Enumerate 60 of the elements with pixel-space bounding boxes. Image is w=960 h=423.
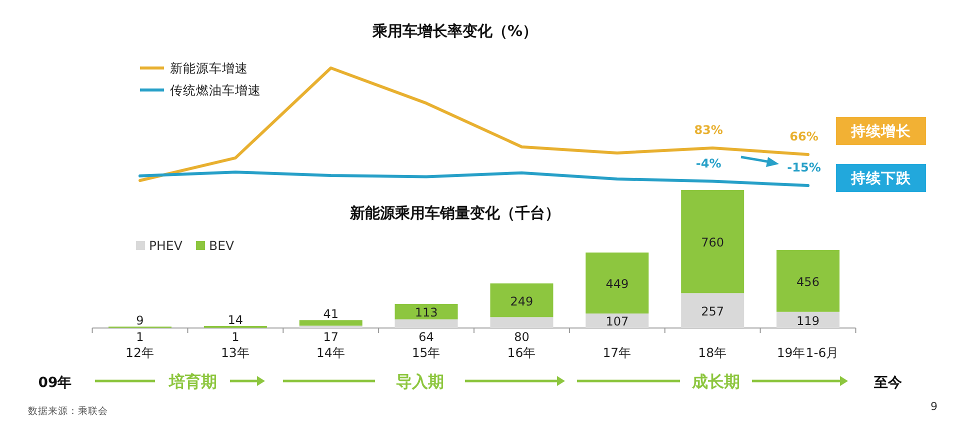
data-label: 80 xyxy=(514,330,530,344)
text: 成长期 xyxy=(691,372,740,391)
bar xyxy=(394,319,458,328)
legend-item: 新能源车增速 xyxy=(140,60,248,76)
data-label: -4% xyxy=(696,156,722,170)
bar xyxy=(681,293,744,328)
data-label: 249 xyxy=(510,294,534,308)
text: 09年 xyxy=(38,375,72,391)
x-tick-label: 18年 xyxy=(698,345,728,360)
bar xyxy=(776,250,840,312)
legend-item: 传统燃油车增速 xyxy=(140,82,261,98)
data-label: 119 xyxy=(796,314,820,328)
x-tick-label: 15年 xyxy=(412,345,441,360)
data-label: 760 xyxy=(701,236,724,250)
bar xyxy=(490,317,554,328)
legend-label: 传统燃油车增速 xyxy=(170,82,261,98)
data-label: 14 xyxy=(228,312,244,327)
data-label: -15% xyxy=(787,160,821,174)
text: 新能源乘用车销量变化（千台） xyxy=(349,204,560,222)
bar xyxy=(490,283,554,318)
data-label: 456 xyxy=(796,274,820,289)
legend-label: PHEV xyxy=(149,238,183,253)
annotation: 持续增长 xyxy=(850,123,912,140)
text: 至今 xyxy=(873,375,903,391)
data-label: 107 xyxy=(606,314,629,329)
x-tick-label: 16年 xyxy=(507,345,536,360)
bar xyxy=(681,190,744,294)
x-tick-label: 19年1-6月 xyxy=(776,345,840,360)
data-label: 41 xyxy=(323,307,338,322)
legend-label: BEV xyxy=(209,238,234,253)
bar xyxy=(776,312,840,328)
data-label: 64 xyxy=(418,330,434,344)
x-tick-label: 14年 xyxy=(316,345,346,360)
callout: 持续增长 xyxy=(836,117,926,145)
data-label: 449 xyxy=(606,277,629,292)
bar xyxy=(394,304,458,320)
data-label: 9 xyxy=(136,314,144,328)
x-tick-label: 17年 xyxy=(602,345,632,360)
text: 培育期 xyxy=(168,372,217,391)
source-note: 数据来源：乘联会 xyxy=(28,405,108,417)
legend-item: BEV xyxy=(196,238,234,253)
text: 9 xyxy=(930,400,938,413)
data-label: 257 xyxy=(701,304,724,319)
data-label: 83% xyxy=(694,122,723,137)
chart-title: 乘用车增长率变化（%） xyxy=(371,22,538,40)
bar xyxy=(586,252,649,314)
legend-item: PHEV xyxy=(136,238,182,253)
data-label: 17 xyxy=(323,330,338,344)
text: 导入期 xyxy=(396,372,444,391)
data-label: 66% xyxy=(790,130,818,144)
data-label: 113 xyxy=(414,306,438,320)
data-label: 1 xyxy=(232,330,240,344)
callout: 持续下跌 xyxy=(836,164,926,192)
x-tick-label: 13年 xyxy=(220,345,250,360)
bar xyxy=(299,320,362,326)
bar xyxy=(586,313,649,328)
x-tick-label: 12年 xyxy=(126,345,154,360)
data-label: 1 xyxy=(136,330,144,344)
annotation: 持续下跌 xyxy=(850,170,912,187)
legend-label: 新能源车增速 xyxy=(170,60,248,76)
